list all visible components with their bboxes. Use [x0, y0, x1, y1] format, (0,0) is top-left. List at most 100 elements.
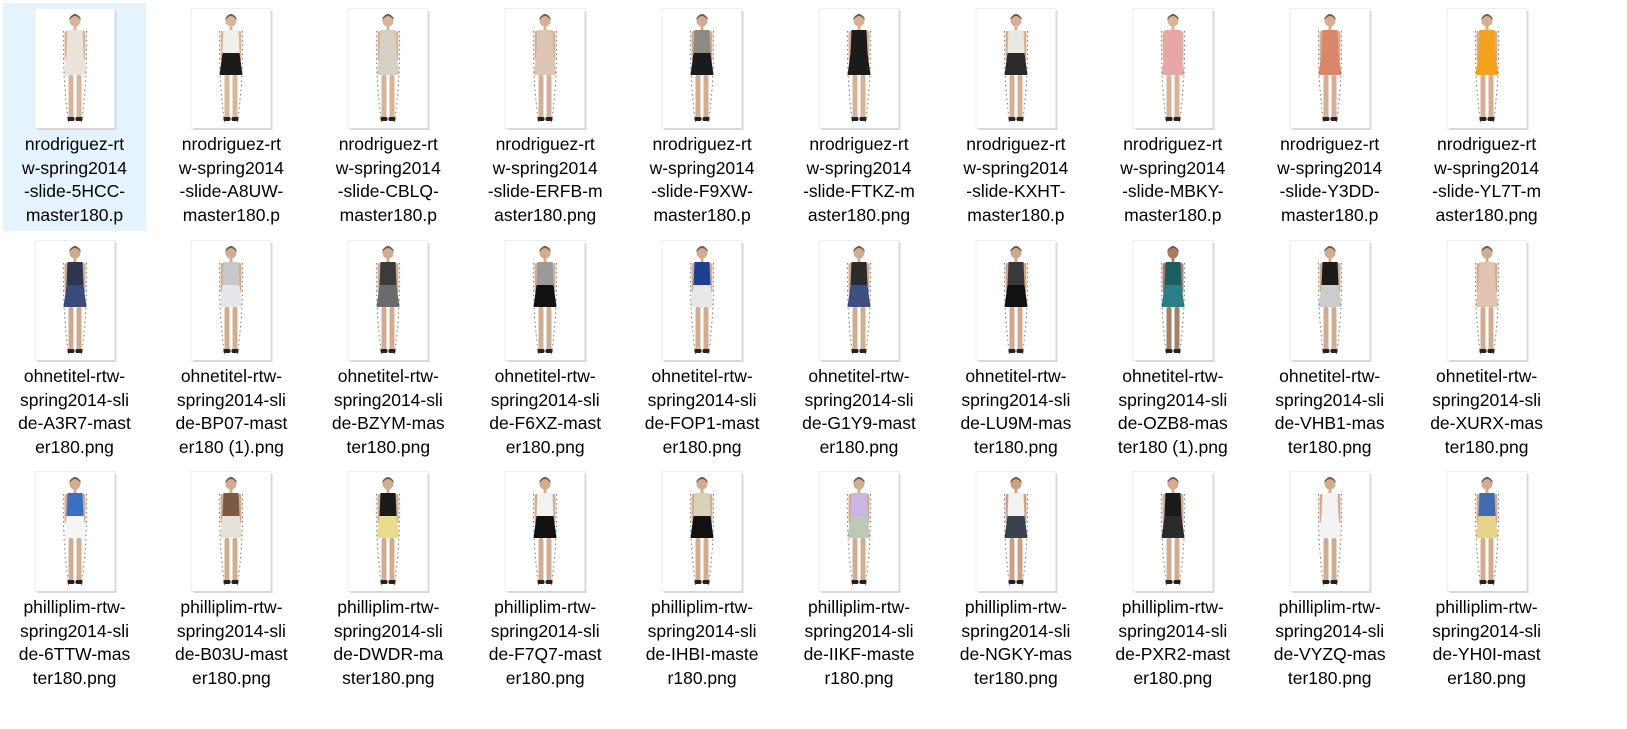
file-thumbnail[interactable] — [505, 9, 585, 128]
thumbnail-figure — [1003, 246, 1029, 355]
file-item[interactable]: nrodriguez-rt w-spring2014 -slide-A8UW-mas… — [160, 3, 303, 231]
file-item[interactable]: philliplim-rtw-spring2014-sli de-PXR2-mas… — [1101, 466, 1244, 694]
file-name-line: de-VYZQ-mas — [1273, 644, 1386, 664]
file-name-line: master180.p — [1124, 204, 1222, 225]
file-thumbnail[interactable] — [505, 472, 585, 591]
file-item[interactable]: ohnetitel-rtw-spring2014-sli de-OZB8-mas t… — [1101, 235, 1244, 463]
thumbnail-figure — [1317, 246, 1342, 355]
file-thumbnail[interactable] — [662, 9, 742, 128]
file-thumbnail[interactable] — [505, 241, 585, 360]
file-thumbnail[interactable] — [348, 472, 428, 591]
file-item[interactable]: philliplim-rtw-spring2014-sli de-B03U-mas… — [160, 466, 303, 694]
file-thumbnail[interactable] — [976, 241, 1056, 360]
file-name-line: ter180.png — [32, 667, 117, 688]
file-item[interactable]: ohnetitel-rtw-spring2014-sli de-VHB1-mas t… — [1258, 235, 1401, 463]
file-name: nrodriguez-rt w-spring2014 -slide-FTKZ-m as… — [788, 133, 931, 227]
file-name-line: nrodriguez-rt — [809, 134, 909, 154]
file-item[interactable]: nrodriguez-rt w-spring2014 -slide-FTKZ-m as… — [788, 3, 931, 231]
file-name-line: ohnetitel-rtw- — [494, 366, 596, 386]
file-thumbnail[interactable] — [348, 9, 428, 128]
file-item[interactable]: philliplim-rtw-spring2014-sli de-6TTW-mas… — [3, 466, 146, 694]
thumbnail-figure — [846, 246, 872, 355]
file-thumbnail[interactable] — [1133, 9, 1213, 128]
file-thumbnail[interactable] — [976, 9, 1056, 128]
file-name-line: nrodriguez-rt — [1123, 134, 1223, 154]
file-thumbnail[interactable] — [191, 9, 271, 128]
file-item[interactable]: philliplim-rtw-spring2014-sli de-VYZQ-mas… — [1258, 466, 1401, 694]
file-thumbnail[interactable] — [1133, 241, 1213, 360]
thumbnail-figure — [1160, 246, 1185, 355]
file-item[interactable]: ohnetitel-rtw-spring2014-sli de-BZYM-mas t… — [317, 235, 460, 463]
file-thumbnail[interactable] — [35, 472, 114, 591]
thumbnail-figure — [689, 14, 715, 123]
file-thumbnail[interactable] — [1447, 472, 1527, 591]
file-name: philliplim-rtw-spring2014-sli de-IHBI-mas… — [631, 596, 774, 690]
file-item[interactable]: philliplim-rtw-spring2014-sli de-IIKF-mas… — [788, 466, 931, 694]
file-item[interactable]: ohnetitel-rtw-spring2014-sli de-XURX-mas t… — [1415, 235, 1558, 463]
file-thumbnail[interactable] — [35, 9, 114, 128]
file-item[interactable]: philliplim-rtw-spring2014-sli de-NGKY-mas… — [944, 466, 1087, 694]
file-name-line: master180.p — [967, 204, 1065, 225]
file-name-line: er180.png — [191, 667, 271, 688]
file-name-line: -slide-KXHT- — [966, 181, 1066, 201]
file-name-line: r180.png — [824, 667, 894, 688]
file-name-line: de-B03U-mast — [174, 644, 288, 664]
file-item[interactable]: nrodriguez-rt w-spring2014 -slide-F9XW-mas… — [631, 3, 774, 231]
file-name: nrodriguez-rt w-spring2014 -slide-ERFB-m as… — [474, 133, 617, 227]
file-thumbnail[interactable] — [976, 472, 1056, 591]
file-name-line: w-spring2014 — [1434, 157, 1540, 178]
file-item[interactable]: nrodriguez-rt w-spring2014 -slide-KXHT-mas… — [944, 3, 1087, 231]
file-name-line: de-IIKF-maste — [803, 644, 915, 664]
file-name-line: de-G1Y9-mast — [802, 413, 916, 433]
file-item[interactable]: ohnetitel-rtw-spring2014-sli de-FOP1-mast… — [631, 235, 774, 463]
file-thumbnail[interactable] — [191, 472, 271, 591]
file-name-line: de-A3R7-mast — [18, 413, 131, 433]
file-item[interactable]: ohnetitel-rtw-spring2014-sli de-A3R7-mast… — [3, 235, 146, 463]
file-thumbnail[interactable] — [1133, 472, 1213, 591]
file-thumbnail[interactable] — [819, 9, 899, 128]
file-item[interactable]: nrodriguez-rt w-spring2014 -slide-MBKY-mas… — [1101, 3, 1244, 231]
file-item[interactable]: ohnetitel-rtw-spring2014-sli de-BP07-mast… — [160, 235, 303, 463]
file-item[interactable]: nrodriguez-rt w-spring2014 -slide-Y3DD-mas… — [1258, 3, 1401, 231]
file-item[interactable]: nrodriguez-rt w-spring2014 -slide-CBLQ-mas… — [317, 3, 460, 231]
file-item[interactable]: ohnetitel-rtw-spring2014-sli de-LU9M-mas t… — [944, 235, 1087, 463]
file-name-line: philliplim-rtw- — [1435, 597, 1538, 617]
file-thumbnail[interactable] — [1290, 241, 1370, 360]
file-name-line: ohnetitel-rtw- — [965, 366, 1067, 386]
file-name: philliplim-rtw-spring2014-sli de-B03U-mas… — [160, 596, 303, 690]
thumbnail-figure — [62, 246, 87, 355]
file-name-line: w-spring2014 — [335, 157, 441, 178]
file-name-line: ohnetitel-rtw- — [1122, 366, 1224, 386]
file-thumbnail[interactable] — [191, 241, 271, 360]
file-thumbnail[interactable] — [35, 241, 114, 360]
file-name-line: philliplim-rtw- — [337, 597, 440, 617]
file-item[interactable]: nrodriguez-rt w-spring2014 -slide-5HCC-mas… — [3, 3, 146, 231]
file-item[interactable]: ohnetitel-rtw-spring2014-sli de-F6XZ-mast… — [474, 235, 617, 463]
file-item[interactable]: ohnetitel-rtw-spring2014-sli de-G1Y9-mast… — [788, 235, 931, 463]
thumbnail-figure — [376, 14, 401, 123]
file-name-line: master180.p — [339, 204, 437, 225]
file-item[interactable]: philliplim-rtw-spring2014-sli de-YH0I-mas… — [1415, 466, 1558, 694]
file-thumbnail[interactable] — [1447, 9, 1527, 128]
file-thumbnail[interactable] — [1290, 9, 1370, 128]
file-thumbnail[interactable] — [662, 241, 742, 360]
file-thumbnail[interactable] — [348, 241, 428, 360]
file-thumbnail[interactable] — [1290, 472, 1370, 591]
file-name: nrodriguez-rt w-spring2014 -slide-5HCC-mas… — [3, 133, 146, 227]
file-name: nrodriguez-rt w-spring2014 -slide-MBKY-mas… — [1101, 133, 1244, 227]
file-item[interactable]: nrodriguez-rt w-spring2014 -slide-YL7T-m as… — [1415, 3, 1558, 231]
file-item[interactable]: philliplim-rtw-spring2014-sli de-IHBI-mas… — [631, 466, 774, 694]
file-item[interactable]: philliplim-rtw-spring2014-sli de-F7Q7-mas… — [474, 466, 617, 694]
file-name-line: nrodriguez-rt — [338, 134, 438, 154]
file-thumbnail[interactable] — [1447, 241, 1527, 360]
file-name-line: w-spring2014 — [963, 157, 1069, 178]
file-name: nrodriguez-rt w-spring2014 -slide-Y3DD-mas… — [1258, 133, 1401, 227]
file-item[interactable]: nrodriguez-rt w-spring2014 -slide-ERFB-m as… — [474, 3, 617, 231]
file-name-line: er180 (1).png — [178, 436, 284, 457]
file-thumbnail[interactable] — [662, 472, 742, 591]
file-thumbnail[interactable] — [819, 241, 899, 360]
file-item[interactable]: philliplim-rtw-spring2014-sli de-DWDR-ma s… — [317, 466, 460, 694]
file-name-line: philliplim-rtw- — [964, 597, 1067, 617]
file-thumbnail[interactable] — [819, 472, 899, 591]
file-name-line: spring2014-sli — [490, 620, 600, 641]
